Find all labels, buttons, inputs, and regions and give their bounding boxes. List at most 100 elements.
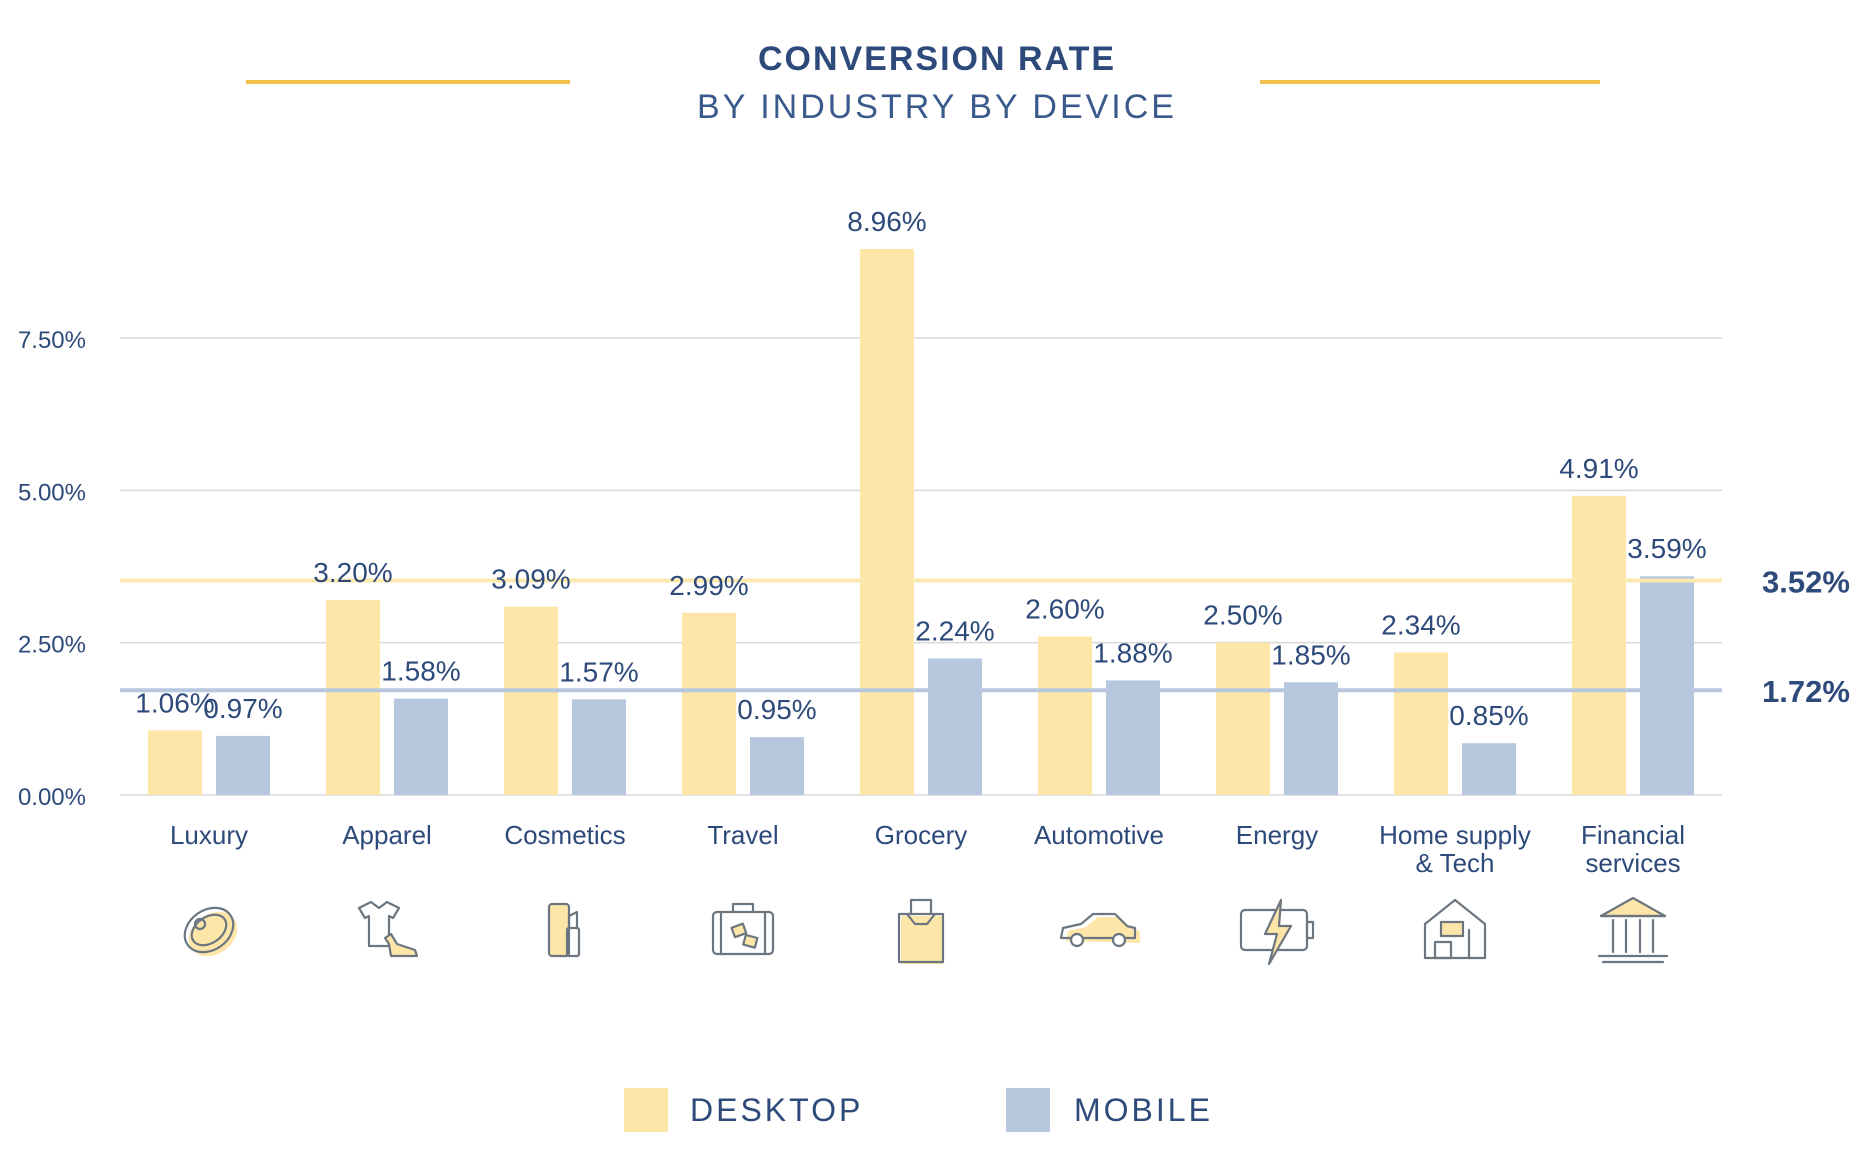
lightning-bolt [1263,898,1293,966]
category-label: Energy [1236,820,1318,850]
legend-swatch-desktop [624,1088,668,1132]
chart-title: CONVERSION RATE [757,40,1117,78]
data-label-mobile: 1.85% [1271,639,1350,670]
data-label-desktop: 3.20% [313,557,392,588]
house-outline [1423,898,1487,960]
y-tick-label: 5.00% [18,479,86,506]
bar-desktop [682,612,736,795]
average-label-mobile: 1.72% [1762,674,1850,709]
category-label: Automotive [1034,820,1164,850]
title-decoration-left [246,80,570,84]
labels-layer: 1.06%0.97% Luxury 3.20% 1.58% Apparel 3.09% 1.… [135,206,1706,878]
car-body [1059,912,1137,940]
sticker-2 [742,933,759,949]
lipstick-body [565,926,581,958]
suitcase-handle [731,902,755,914]
data-label-mobile: 1.88% [1093,637,1172,668]
battery-tip [1305,920,1315,940]
bar-desktop [1572,495,1626,795]
bar-mobile [1462,743,1516,795]
car-wheel-back [1111,932,1127,948]
category-label: Travel [707,820,778,850]
category-label: Luxury [170,820,248,850]
shoe-shape [383,932,419,958]
bar-mobile [572,699,626,795]
bag-item [909,898,933,916]
bar-desktop [326,600,380,795]
y-tick-label: 7.50% [18,327,86,354]
data-label-desktop: 2.99% [669,570,748,601]
bar-mobile [750,737,804,795]
bar-mobile [1284,682,1338,795]
monitor [1439,920,1465,938]
data-label-mobile: 0.85% [1449,700,1528,731]
category-label: services [1585,848,1680,878]
apparel-icon [357,900,419,958]
data-label-desktop: 3.09% [491,564,570,595]
ring-highlight [188,911,238,957]
data-label-mobile: 1.58% [381,656,460,687]
bar-desktop [148,730,202,795]
grocery-bag-icon [897,898,945,964]
category-label: Grocery [875,820,967,850]
cosmetics-icon [547,902,581,958]
y-tick-label: 2.50% [18,632,86,659]
data-label-mobile: 3.59% [1627,533,1706,564]
data-label-mobile: 2.24% [915,616,994,647]
bar-desktop [860,249,914,795]
category-label: Home supply [1379,820,1531,850]
bar-desktop [1216,642,1270,795]
home-tech-icon [1423,898,1487,960]
data-label-desktop: 1.06% [135,687,214,718]
category-label: & Tech [1415,848,1494,878]
average-label-desktop: 3.52% [1762,565,1850,600]
bag-body [897,912,945,964]
grid-layer: 0.00% 2.50% 5.00% 7.50% [18,327,1722,811]
ring-icon [183,906,238,957]
bag-fold [905,912,937,926]
data-label-mobile: 0.95% [737,694,816,725]
battery-icon [1239,898,1315,966]
data-label-desktop: 8.96% [847,206,926,237]
ring-outer [183,906,235,954]
luggage-icon [711,902,775,956]
data-label-desktop: 2.50% [1203,600,1282,631]
drawer [1433,940,1453,960]
ring-gem [193,917,207,931]
bank-icon [1597,896,1669,964]
shirt-shape [357,900,401,948]
sticker-1 [730,922,748,939]
chart-subtitle: BY INDUSTRY BY DEVICE [697,88,1177,126]
bar-desktop [1394,652,1448,795]
lipstick-tip [567,910,579,930]
car-wheel-front [1069,932,1085,948]
bar-mobile [394,698,448,795]
suitcase-body [711,910,775,956]
title-decoration-right [1260,80,1600,84]
category-label: Apparel [342,820,432,850]
legend-label-mobile: MOBILE [1074,1092,1213,1128]
bar-mobile [216,735,270,795]
bar-mobile [928,658,982,795]
bank-roof [1599,896,1667,918]
bar-mobile [1106,680,1160,795]
category-label: Cosmetics [504,820,625,850]
car-icon [1059,912,1140,948]
data-label-mobile: 0.97% [203,693,282,724]
bar-desktop [504,606,558,795]
data-label-desktop: 4.91% [1559,453,1638,484]
data-label-desktop: 2.34% [1381,609,1460,640]
data-label-mobile: 1.57% [559,656,638,687]
y-tick-label: 0.00% [18,784,86,811]
legend-label-desktop: DESKTOP [690,1092,864,1128]
icons-layer [183,896,1669,966]
data-label-desktop: 2.60% [1025,594,1104,625]
bar-mobile [1640,576,1694,795]
tube-shape [547,902,571,958]
reference-lines-layer: 3.52% 1.72% [120,565,1850,709]
category-label: Financial [1581,820,1685,850]
legend-swatch-mobile [1006,1088,1050,1132]
bars-layer [148,249,1694,795]
bar-desktop [1038,636,1092,795]
